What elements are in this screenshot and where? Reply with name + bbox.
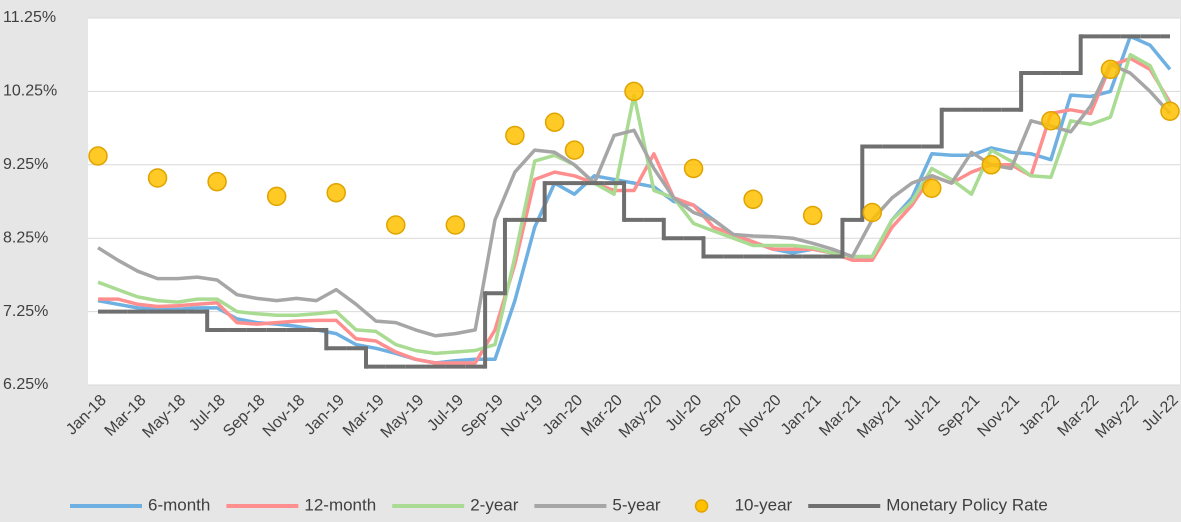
y-tick-label: 9.25% — [3, 156, 48, 173]
y-tick-label: 6.25% — [3, 376, 48, 393]
series-marker — [922, 178, 942, 199]
legend-label: Monetary Policy Rate — [886, 495, 1048, 514]
legend-label: 6-month — [148, 495, 210, 514]
series-marker — [505, 125, 525, 146]
series-marker — [88, 146, 108, 166]
legend-label: 2-year — [470, 495, 519, 514]
series-marker — [683, 158, 704, 179]
series-marker — [386, 215, 406, 235]
series-marker — [207, 171, 227, 192]
series-marker — [862, 202, 882, 223]
legend-label: 5-year — [612, 495, 661, 514]
y-tick-label: 10.25% — [3, 83, 57, 100]
series-marker — [802, 205, 823, 226]
series-marker — [564, 140, 585, 160]
series-marker — [1041, 111, 1061, 131]
series-marker — [326, 182, 346, 203]
series-marker — [1160, 101, 1180, 121]
y-tick-label: 8.25% — [3, 229, 48, 246]
y-tick-label: 11.25% — [3, 9, 56, 26]
series-marker — [445, 215, 466, 235]
series-marker — [147, 168, 168, 188]
series-marker — [981, 155, 1002, 175]
y-tick-label: 7.25% — [3, 303, 48, 320]
legend: 6-month 12-month 2-year 5-year 10-year Moneta… — [70, 495, 1048, 514]
series-marker — [743, 189, 763, 210]
legend-marker — [694, 499, 709, 513]
legend-label: 12-month — [304, 495, 376, 514]
series-marker — [1100, 59, 1121, 80]
legend-label: 10-year — [735, 495, 793, 514]
series-marker — [266, 186, 287, 207]
series-marker — [544, 112, 565, 132]
series-marker — [624, 81, 644, 102]
